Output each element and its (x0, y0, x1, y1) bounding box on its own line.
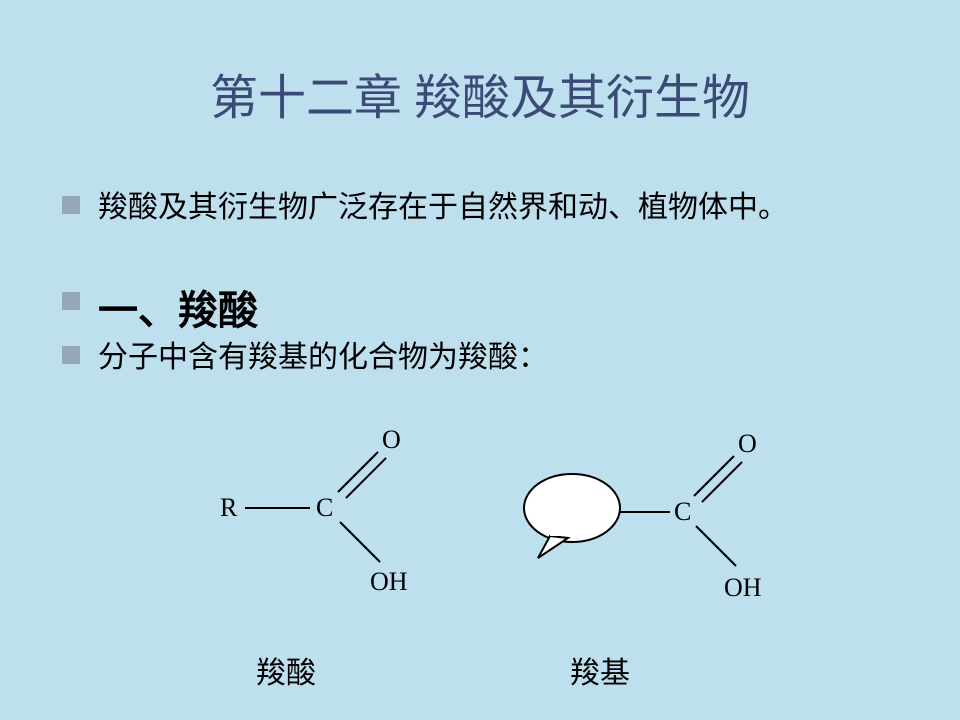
chemical-structures: R C O OH C O OH (190, 418, 810, 608)
chapter-title: 第十二章 羧酸及其衍生物 (0, 58, 960, 128)
atom-C: C (316, 493, 333, 522)
atom-OH: OH (370, 567, 408, 596)
atom-C: C (674, 497, 691, 526)
bullet-square-icon (62, 196, 80, 214)
bullet-text-1: 羧酸及其衍生物广泛存在于自然界和动、植物体中。 (98, 188, 900, 229)
atom-OH: OH (724, 573, 762, 602)
bullet-square-icon (62, 292, 80, 310)
structure-label-right: 羧基 (570, 648, 630, 692)
carboxyl-group-structure: C O OH (510, 426, 790, 616)
carboxylic-acid-structure: R C O OH (190, 418, 450, 608)
structure-label-left: 羧酸 (256, 648, 316, 692)
bullet-row-3: 分子中含有羧基的化合物为羧酸： (62, 338, 900, 379)
bullet-square-icon (62, 346, 80, 364)
atom-O: O (738, 429, 757, 458)
section-heading: 一、羧酸 (98, 278, 258, 336)
atom-O: O (382, 425, 401, 454)
atom-R: R (220, 493, 238, 522)
bullet-row-1: 羧酸及其衍生物广泛存在于自然界和动、植物体中。 (62, 188, 900, 229)
bullet-text-3: 分子中含有羧基的化合物为羧酸： (98, 338, 900, 379)
bullet-row-2: 一、羧酸 (62, 278, 900, 336)
